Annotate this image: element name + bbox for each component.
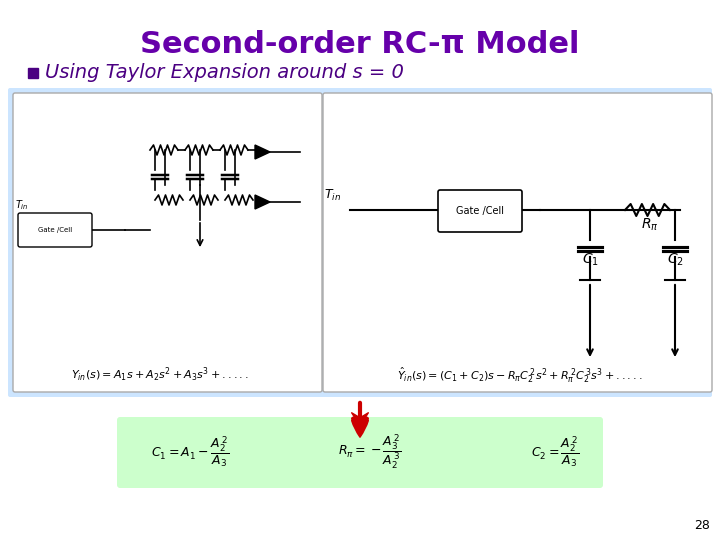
Text: $R_\pi = -\dfrac{A_3^{\,2}}{A_2^{\,3}}$: $R_\pi = -\dfrac{A_3^{\,2}}{A_2^{\,3}}$: [338, 433, 402, 471]
Polygon shape: [255, 145, 270, 159]
Text: $R_\pi$: $R_\pi$: [642, 217, 659, 233]
Text: $\hat{Y}_{in}(s) = (C_1+C_2)s - R_\pi C_2^{\,2}s^2 + R_\pi^{\,2}C_2^{\,3}s^3 + .: $\hat{Y}_{in}(s) = (C_1+C_2)s - R_\pi C_…: [397, 365, 643, 384]
FancyBboxPatch shape: [117, 417, 603, 488]
Text: Using Taylor Expansion around s = 0: Using Taylor Expansion around s = 0: [45, 64, 404, 83]
Text: $C_1$: $C_1$: [582, 252, 598, 268]
FancyBboxPatch shape: [323, 93, 712, 392]
Text: $T_{in}$: $T_{in}$: [325, 187, 341, 202]
FancyBboxPatch shape: [18, 213, 92, 247]
Polygon shape: [255, 195, 270, 209]
Text: Gate /Cell: Gate /Cell: [456, 206, 504, 216]
Text: $Y_{in}(s) = A_1 s + A_2 s^2 + A_3 s^3 + .....$: $Y_{in}(s) = A_1 s + A_2 s^2 + A_3 s^3 +…: [71, 366, 249, 384]
Text: $C_2$: $C_2$: [667, 252, 683, 268]
FancyBboxPatch shape: [8, 88, 712, 397]
Bar: [28, 68, 38, 78]
Text: 28: 28: [694, 519, 710, 532]
Text: Gate /Cell: Gate /Cell: [38, 227, 72, 233]
Text: Second-order RC-π Model: Second-order RC-π Model: [140, 30, 580, 59]
Text: $C_2 = \dfrac{A_2^{\,2}}{A_3}$: $C_2 = \dfrac{A_2^{\,2}}{A_3}$: [531, 435, 580, 470]
FancyBboxPatch shape: [13, 93, 322, 392]
Text: $C_1 = A_1 - \dfrac{A_2^{\,2}}{A_3}$: $C_1 = A_1 - \dfrac{A_2^{\,2}}{A_3}$: [150, 435, 229, 470]
Text: $T_{in}$: $T_{in}$: [15, 198, 29, 212]
FancyBboxPatch shape: [438, 190, 522, 232]
